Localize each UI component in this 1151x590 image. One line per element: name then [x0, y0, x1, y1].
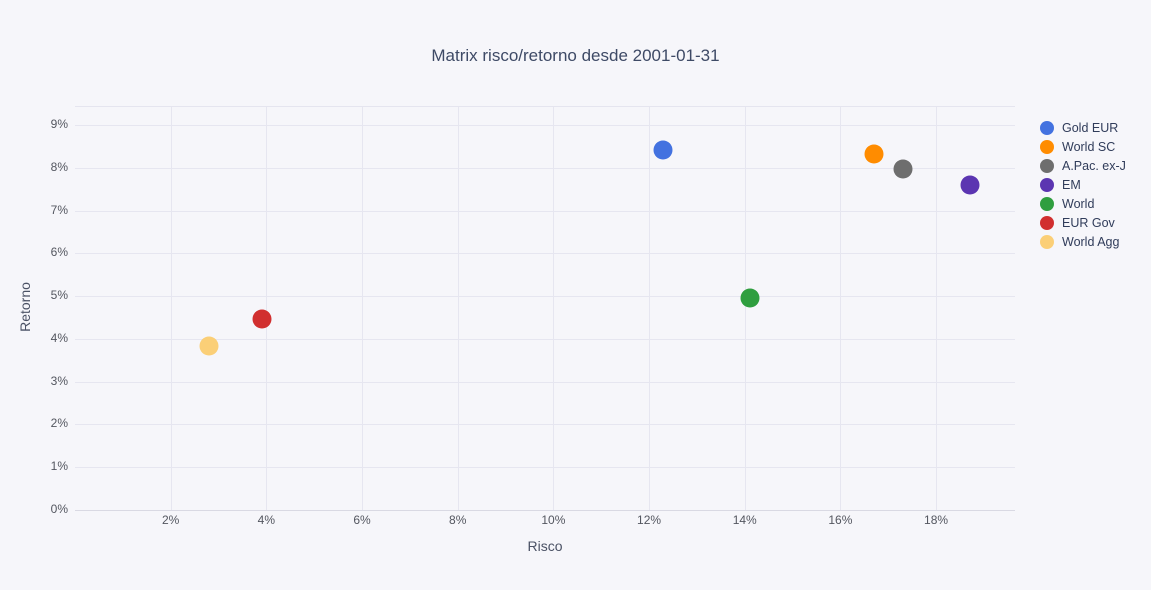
y-axis-title: Retorno [17, 282, 33, 332]
legend-marker-icon [1040, 177, 1054, 192]
x-gridline [840, 107, 842, 510]
x-gridline [744, 107, 746, 510]
y-gridline [75, 210, 1015, 212]
x-tick-label: 2% [162, 513, 180, 527]
x-tick-label: 6% [353, 513, 371, 527]
x-gridline [936, 107, 938, 510]
legend-marker-icon [1040, 234, 1054, 249]
x-tick-label: 18% [924, 513, 949, 527]
data-point-gold-eur[interactable] [653, 140, 673, 160]
legend-item-world-agg[interactable]: World Agg [1040, 232, 1126, 251]
legend-label: World Agg [1062, 234, 1120, 249]
legend-item-world-sc[interactable]: World SC [1040, 137, 1126, 156]
legend-item-world[interactable]: World [1040, 194, 1126, 213]
legend-label: A.Pac. ex-J [1062, 158, 1126, 173]
legend-marker-icon [1040, 215, 1054, 230]
x-tick-label: 10% [541, 513, 566, 527]
y-gridline [75, 338, 1015, 340]
y-tick-label: 2% [50, 416, 68, 431]
y-gridline [75, 253, 1015, 255]
x-gridline [170, 107, 172, 510]
y-gridline [75, 124, 1015, 126]
x-tick-label: 8% [449, 513, 467, 527]
x-tick-label: 14% [732, 513, 757, 527]
y-tick-label: 3% [50, 373, 68, 388]
y-tick-label: 8% [50, 159, 68, 174]
y-tick-label: 1% [50, 459, 68, 474]
x-gridline [457, 107, 459, 510]
legend-label: World SC [1062, 139, 1116, 154]
y-tick-label: 6% [50, 245, 68, 260]
legend-label: EM [1062, 177, 1081, 192]
data-point-em[interactable] [960, 175, 980, 195]
plot-area [75, 106, 1015, 511]
x-tick-label: 12% [637, 513, 662, 527]
x-gridline [553, 107, 555, 510]
y-gridline [75, 467, 1015, 469]
y-tick-label: 5% [50, 288, 68, 303]
y-gridline [75, 381, 1015, 383]
y-gridline [75, 510, 1015, 511]
x-gridline [266, 107, 268, 510]
legend-marker-icon [1040, 120, 1054, 135]
y-gridline [75, 296, 1015, 298]
legend-item-a-pac-ex-j[interactable]: A.Pac. ex-J [1040, 156, 1126, 175]
legend-label: EUR Gov [1062, 215, 1115, 230]
data-point-world-sc[interactable] [864, 144, 884, 164]
data-point-eur-gov[interactable] [252, 309, 272, 329]
x-gridline [649, 107, 651, 510]
legend-marker-icon [1040, 139, 1054, 154]
y-tick-label: 7% [50, 202, 68, 217]
x-axis-title: Risco [527, 538, 563, 554]
legend-marker-icon [1040, 196, 1054, 211]
data-point-world-agg[interactable] [199, 336, 219, 356]
y-tick-label: 4% [50, 330, 68, 345]
y-tick-label: 0% [50, 502, 68, 516]
chart-title: Matrix risco/retorno desde 2001-01-31 [431, 46, 720, 65]
x-gridline [362, 107, 364, 510]
data-point-a-pac-ex-j[interactable] [893, 159, 913, 179]
legend: Gold EUR World SC A.Pac. ex-J EM World EUR Go… [1040, 118, 1126, 251]
x-tick-label: 16% [828, 513, 853, 527]
x-tick-label: 4% [257, 513, 276, 527]
y-tick-label: 9% [50, 116, 68, 131]
legend-label: Gold EUR [1062, 120, 1119, 135]
data-point-world[interactable] [740, 288, 759, 308]
legend-label: World [1062, 196, 1095, 211]
y-gridline [75, 424, 1015, 426]
legend-item-gold-eur[interactable]: Gold EUR [1040, 118, 1126, 137]
legend-marker-icon [1040, 158, 1054, 173]
legend-item-em[interactable]: EM [1040, 175, 1126, 194]
y-gridline [75, 167, 1015, 169]
legend-item-eur-gov[interactable]: EUR Gov [1040, 213, 1126, 232]
